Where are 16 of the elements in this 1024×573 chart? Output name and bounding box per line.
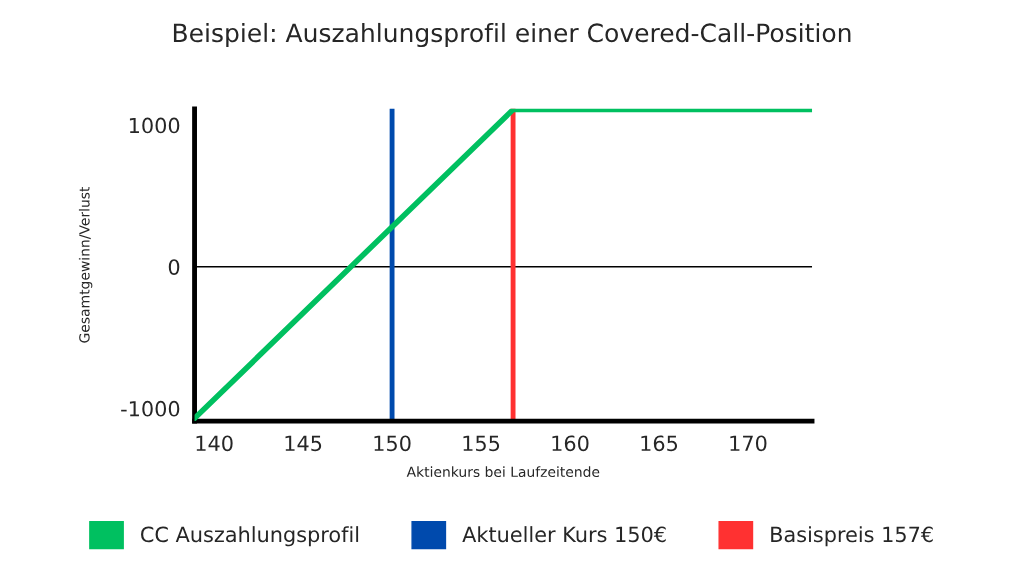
legend-label: CC Auszahlungsprofil [141,526,359,547]
x-tick-label: 165 [641,435,678,452]
x-tick-label: 140 [196,435,233,452]
y-tick-label: 1000 [129,117,180,134]
y-tick-label: -1000 [121,400,180,417]
y-axis-title: Gesamtgewinn/Verlust [78,186,93,343]
y-tick-label: 0 [168,259,180,275]
legend-label: Basispreis 157€ [771,526,933,547]
x-tick-label: 160 [552,435,589,452]
x-axis-title: Aktienkurs bei Laufzeitende [406,466,600,478]
legend-label: Aktueller Kurs 150€ [462,526,666,543]
x-tick-label: 145 [285,435,322,452]
chart-title: Beispiel: Auszahlungsprofil einer Covered-Call-Position [173,22,851,48]
x-tick-label: 155 [463,435,500,452]
x-tick-label: 150 [374,435,411,452]
x-tick-label: 170 [730,435,767,452]
